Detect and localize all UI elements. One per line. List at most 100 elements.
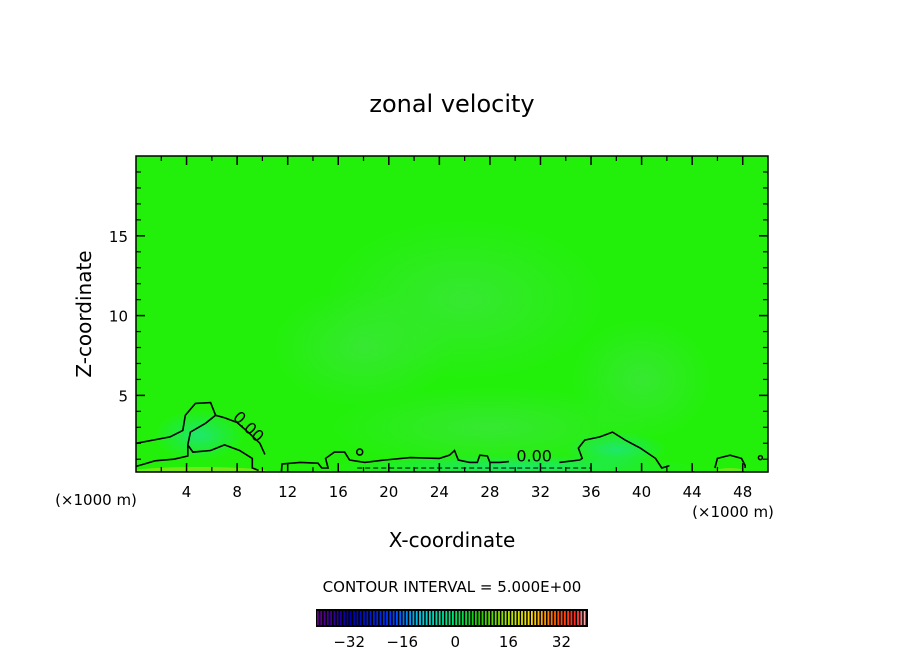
colorbar-swatch (514, 611, 517, 625)
colorbar-swatch (475, 611, 477, 625)
colorbar-tick-label: −32 (333, 633, 365, 651)
colorbar-swatch (484, 611, 487, 625)
colorbar-swatch (353, 611, 356, 625)
colorbar-swatch (517, 611, 520, 625)
colorbar-swatch (399, 611, 402, 625)
field-patch-near-zero (154, 410, 245, 461)
colorbar-swatch (366, 611, 369, 625)
x-tick-label: 28 (480, 483, 499, 501)
colorbar-swatch (478, 611, 481, 625)
contour-interval-label: CONTOUR INTERVAL = 5.000E+00 (323, 578, 582, 596)
colorbar-swatch (343, 611, 346, 625)
colorbar-swatch (323, 611, 326, 625)
x-tick-label: 4 (182, 483, 192, 501)
colorbar-swatch (547, 611, 550, 625)
colorbar-swatch (349, 611, 352, 625)
colorbar-swatch (392, 611, 395, 625)
colorbar-swatch (498, 611, 500, 625)
field-patch-positive (715, 468, 746, 472)
colorbar-swatch (425, 611, 428, 625)
colorbar-swatch (340, 611, 342, 625)
colorbar-swatch (415, 611, 418, 625)
x-tick-label: 24 (430, 483, 449, 501)
colorbar-swatch (527, 611, 530, 625)
colorbar-swatch (445, 611, 448, 625)
colorbar-swatch (570, 611, 573, 625)
colorbar-swatch (359, 611, 362, 625)
colorbar-swatch (583, 611, 586, 625)
colorbar-swatch (544, 611, 547, 625)
colorbar-swatch (511, 611, 514, 625)
x-tick-label: 12 (278, 483, 297, 501)
colorbar-swatch (438, 611, 441, 625)
colorbar-swatch (363, 611, 365, 625)
colorbar-swatch (336, 611, 339, 625)
colorbar-swatch (573, 611, 576, 625)
contour-line (136, 401, 259, 472)
colorbar-swatch (537, 611, 540, 625)
colorbar-swatch (540, 611, 543, 625)
contour-line (136, 444, 189, 468)
colorbar-swatch (419, 611, 421, 625)
colorbar-swatch (435, 611, 438, 625)
field-patch-near-zero (566, 431, 667, 468)
colorbar-swatch (488, 611, 491, 625)
colorbar-swatch (448, 611, 451, 625)
y-tick-label: 5 (118, 387, 128, 405)
y-tick-label: 15 (109, 228, 128, 246)
colorbar-swatch (356, 611, 359, 625)
colorbar-swatch (326, 611, 329, 625)
colorbar-swatch (452, 611, 454, 625)
x-axis-label: X-coordinate (389, 528, 516, 552)
colorbar-swatch (373, 611, 375, 625)
colorbar-swatch (409, 611, 412, 625)
colorbar-swatch (557, 611, 560, 625)
colorbar-swatch (455, 611, 458, 625)
colorbar-swatch (429, 611, 431, 625)
x-tick-label: 44 (683, 483, 702, 501)
colorbar-swatch (521, 611, 523, 625)
colorbar-tick-label: −16 (386, 633, 418, 651)
colorbar-swatch (501, 611, 504, 625)
colorbar-swatch (524, 611, 527, 625)
x-tick-label: 36 (581, 483, 600, 501)
colorbar-swatch (465, 611, 468, 625)
contour-label: 0.00 (516, 447, 552, 466)
colorbar-swatch (564, 611, 566, 625)
colorbar-swatch (396, 611, 398, 625)
colorbar-swatch (379, 611, 382, 625)
colorbar-swatch (531, 611, 533, 625)
x-tick-label: 48 (733, 483, 752, 501)
colorbar-swatch (534, 611, 537, 625)
x-tick-label: 16 (329, 483, 348, 501)
colorbar-tick-label: 16 (499, 633, 518, 651)
colorbar-swatch (405, 611, 408, 625)
colorbar-swatch (320, 611, 323, 625)
colorbar-tick-label: 0 (451, 633, 461, 651)
colorbar-swatch (468, 611, 471, 625)
colorbar-swatch (330, 611, 333, 625)
colorbar-swatch (481, 611, 484, 625)
colorbar-swatch (580, 611, 583, 625)
colorbar-swatch (504, 611, 507, 625)
field-patch-positive (136, 467, 270, 472)
contour-line (355, 448, 364, 456)
colorbar-swatch (458, 611, 461, 625)
colorbar-swatch (491, 611, 494, 625)
colorbar-swatch (333, 611, 336, 625)
x-unit-right: (×1000 m) (692, 503, 774, 521)
colorbar-swatch (369, 611, 372, 625)
contour-line (215, 414, 266, 455)
colorbar-swatch (389, 611, 392, 625)
colorbar-swatch (560, 611, 563, 625)
colorbar-swatch (412, 611, 415, 625)
colorbar-swatch (461, 611, 464, 625)
colorbar-swatch (402, 611, 405, 625)
x-unit-left: (×1000 m) (55, 491, 137, 509)
y-tick-label: 10 (109, 308, 128, 326)
colorbar-swatch (422, 611, 425, 625)
colorbar-swatch (577, 611, 579, 625)
colorbar-swatch (382, 611, 385, 625)
colorbar-swatch (346, 611, 349, 625)
